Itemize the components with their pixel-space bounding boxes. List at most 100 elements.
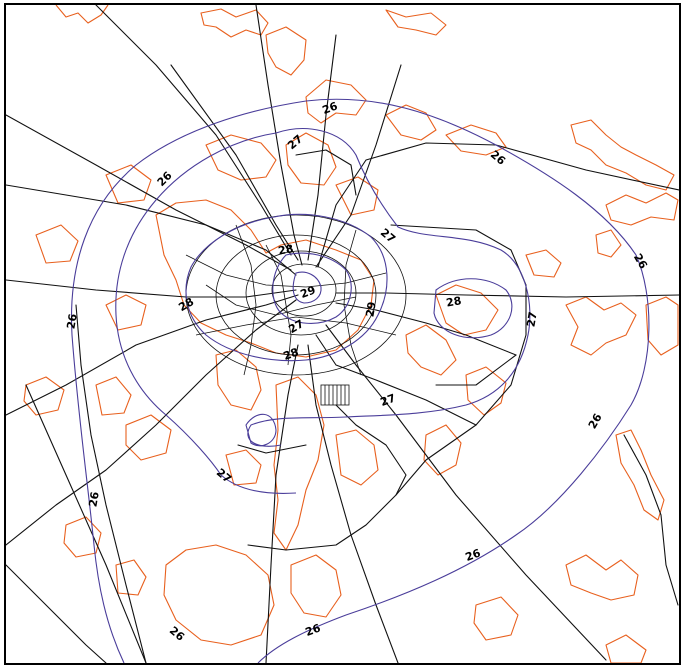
urban-outline	[290, 554, 342, 618]
urban-outline	[605, 192, 679, 226]
urban-outline	[595, 229, 622, 258]
road	[237, 444, 307, 454]
urban-outline	[565, 554, 639, 601]
road	[343, 229, 362, 376]
isotherm-labels: 26 27 26 26 27 26 26 28 29 29 28 27 28 2…	[64, 99, 650, 644]
roads-layer	[6, 5, 679, 663]
isotherm-label: 27	[524, 311, 539, 328]
isotherm-label: 26	[488, 148, 508, 168]
isotherm-map: 26 27 26 26 27 26 26 28 29 29 28 27 28 2…	[6, 5, 679, 663]
urban-outline	[163, 544, 275, 646]
road	[6, 184, 297, 276]
isotherm-label: 28	[176, 295, 196, 314]
isotherm-label: 27	[379, 392, 398, 409]
urban-outline	[435, 284, 499, 336]
road	[247, 424, 477, 551]
isotherm-label: 26	[464, 546, 483, 564]
urban-outline	[205, 134, 277, 181]
road	[623, 434, 679, 606]
urban-outline	[285, 132, 337, 186]
road	[315, 334, 477, 426]
isotherm-29-inner	[292, 271, 322, 304]
urban-outline	[23, 376, 65, 416]
isotherm-label: 26	[304, 621, 323, 639]
map-frame: 26 27 26 26 27 26 26 28 29 29 28 27 28 2…	[4, 3, 681, 665]
road	[307, 344, 399, 663]
urban-outline	[63, 516, 102, 558]
road	[335, 302, 517, 356]
urban-outline	[385, 104, 437, 141]
urban-outline	[465, 366, 507, 416]
road	[95, 5, 292, 256]
isotherm-label: 26	[64, 312, 80, 330]
ring-road	[245, 250, 357, 336]
isotherm-label: 27	[286, 317, 306, 336]
road	[295, 149, 357, 196]
road	[6, 114, 292, 271]
urban-outline	[473, 596, 519, 641]
urban-outline	[125, 414, 172, 461]
road	[75, 304, 147, 663]
isotherm-label: 26	[155, 169, 175, 189]
road	[6, 279, 297, 298]
urban-outline	[105, 294, 147, 331]
urban-outline	[605, 634, 647, 663]
isotherm-28-east	[433, 278, 513, 339]
urban-areas-layer	[23, 5, 679, 663]
road	[6, 294, 299, 416]
urban-outline	[273, 376, 325, 551]
isotherm-label: 28	[445, 294, 462, 309]
urban-outline	[105, 164, 152, 204]
urban-outline	[155, 199, 375, 358]
isotherm-label: 26	[86, 490, 102, 508]
isotherm-27	[247, 128, 531, 447]
road	[255, 5, 303, 266]
urban-outline	[525, 249, 562, 278]
isotherm-label: 26	[321, 99, 340, 117]
road	[170, 64, 299, 261]
road	[435, 354, 517, 386]
road	[265, 344, 299, 663]
isotherm-29	[272, 252, 352, 324]
hatched-block	[320, 384, 350, 406]
urban-outline	[55, 5, 109, 24]
urban-outline	[405, 324, 457, 376]
road	[307, 34, 337, 261]
isotherm-27-west	[115, 132, 297, 494]
isotherms-layer	[70, 98, 650, 663]
isotherm-26-southwest	[245, 413, 277, 447]
ring-road	[271, 263, 337, 317]
urban-outline	[215, 349, 262, 411]
isotherm-label: 28	[277, 242, 294, 257]
urban-outline	[565, 296, 637, 356]
ring-road	[215, 234, 377, 356]
urban-outline	[445, 124, 507, 156]
urban-outline	[385, 9, 447, 36]
road	[325, 324, 607, 661]
road	[185, 254, 387, 288]
urban-outline	[225, 449, 262, 486]
road	[195, 316, 397, 336]
road	[6, 299, 297, 546]
isotherm-28	[185, 213, 388, 362]
urban-outline	[35, 224, 79, 264]
road	[317, 142, 679, 268]
urban-outline	[200, 8, 269, 38]
road	[335, 404, 407, 496]
road	[335, 292, 679, 298]
urban-outline	[423, 424, 462, 476]
isotherm-label: 29	[299, 284, 318, 301]
isotherm-label: 26	[586, 411, 605, 431]
urban-outline	[335, 429, 379, 486]
urban-outline	[115, 559, 147, 596]
isotherm-label: 29	[363, 301, 378, 318]
road	[6, 564, 107, 663]
urban-outline	[645, 296, 679, 356]
road	[265, 244, 292, 366]
isotherm-label: 26	[631, 251, 650, 271]
urban-outline	[95, 376, 132, 416]
isotherm-label: 28	[282, 346, 301, 363]
urban-outline	[570, 119, 675, 191]
urban-outline	[615, 429, 665, 521]
road	[205, 284, 357, 316]
